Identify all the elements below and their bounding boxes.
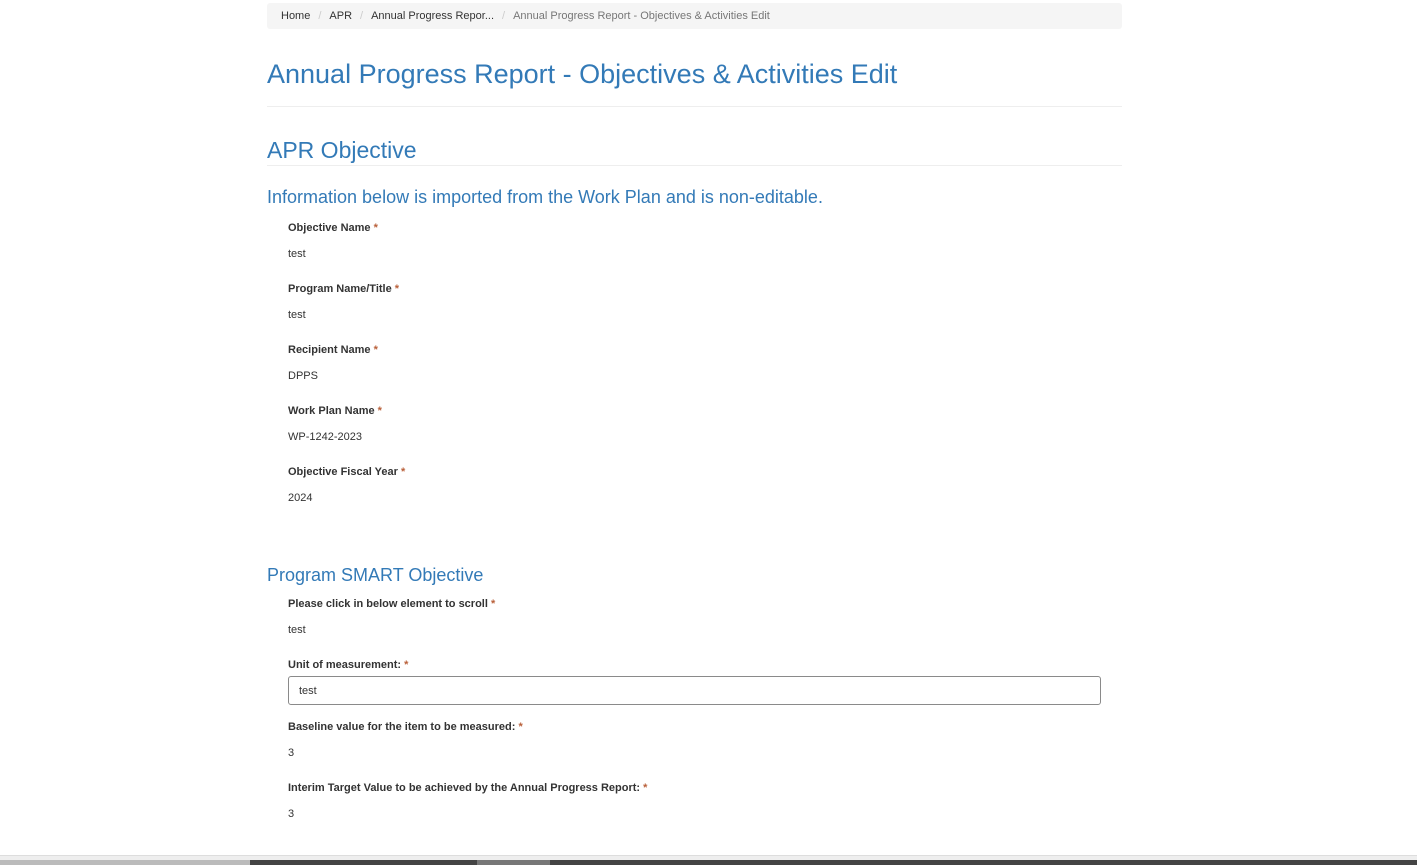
objective-name-field: Objective Name * test — [267, 222, 1122, 269]
work-plan-name-field: Work Plan Name * WP-1242-2023 — [267, 405, 1122, 452]
section-subtitle: Information below is imported from the W… — [267, 187, 823, 207]
breadcrumb-separator: / — [360, 10, 364, 22]
required-marker: * — [373, 222, 378, 234]
field-value: 3 — [288, 747, 295, 759]
field-label: Please click in below element to scroll — [288, 598, 488, 610]
field-label: Objective Fiscal Year — [288, 466, 398, 478]
scrollbar-track — [250, 860, 1417, 865]
field-label: Work Plan Name — [288, 405, 375, 417]
field-value: 3 — [288, 808, 295, 820]
breadcrumb-annual-progress-report[interactable]: Annual Progress Repor... — [371, 10, 494, 22]
field-value: WP-1242-2023 — [288, 431, 362, 443]
breadcrumb: Home / APR / Annual Progress Repor... / Ann… — [267, 3, 1122, 29]
required-marker: * — [394, 283, 400, 295]
breadcrumb-home[interactable]: Home — [281, 10, 311, 22]
field-value: 2024 — [288, 492, 313, 504]
objective-fiscal-year-field: Objective Fiscal Year * 2024 — [267, 466, 1122, 513]
field-value: test — [288, 309, 306, 321]
page-title: Annual Progress Report - Objectives & Ac… — [267, 59, 1122, 107]
interim-target-field: Interim Target Value to be achieved by t… — [267, 782, 1122, 829]
section-title-smart-objective: Program SMART Objective — [267, 565, 484, 585]
required-marker: * — [373, 344, 378, 356]
program-name-field: Program Name/Title * test — [267, 283, 1122, 330]
required-marker: * — [377, 405, 382, 417]
breadcrumb-apr[interactable]: APR — [329, 10, 353, 22]
required-marker: * — [404, 659, 409, 671]
scrollbar-thumb[interactable] — [477, 860, 550, 865]
main-content: Home / APR / Annual Progress Repor... / Ann… — [267, 0, 1122, 829]
section-title-apr-objective: APR Objective — [267, 137, 1122, 166]
smart-objective-field: Please click in below element to scroll … — [267, 598, 1122, 645]
field-label: Interim Target Value to be achieved by t… — [288, 782, 641, 794]
horizontal-scrollbar[interactable] — [0, 855, 1417, 865]
field-label: Baseline value for the item to be measur… — [288, 721, 516, 733]
breadcrumb-current: Annual Progress Report - Objectives & Ac… — [513, 10, 770, 22]
breadcrumb-separator: / — [502, 10, 506, 22]
field-label: Recipient Name — [288, 344, 371, 356]
required-marker: * — [400, 466, 406, 478]
field-label: Program Name/Title — [288, 283, 392, 295]
field-label: Unit of measurement: — [288, 659, 402, 671]
unit-of-measurement-field: Unit of measurement: * — [267, 659, 1122, 705]
unit-of-measurement-input[interactable] — [288, 676, 1101, 705]
required-marker: * — [490, 598, 496, 610]
field-value: DPPS — [288, 370, 318, 382]
scrollbar-track — [0, 860, 250, 865]
baseline-value-field: Baseline value for the item to be measur… — [267, 721, 1122, 768]
recipient-name-field: Recipient Name * DPPS — [267, 344, 1122, 391]
required-marker: * — [643, 782, 648, 794]
field-value: test — [288, 248, 306, 260]
smart-objective-value[interactable]: test — [288, 624, 306, 636]
breadcrumb-separator: / — [318, 10, 322, 22]
required-marker: * — [518, 721, 523, 733]
field-label: Objective Name — [288, 222, 371, 234]
